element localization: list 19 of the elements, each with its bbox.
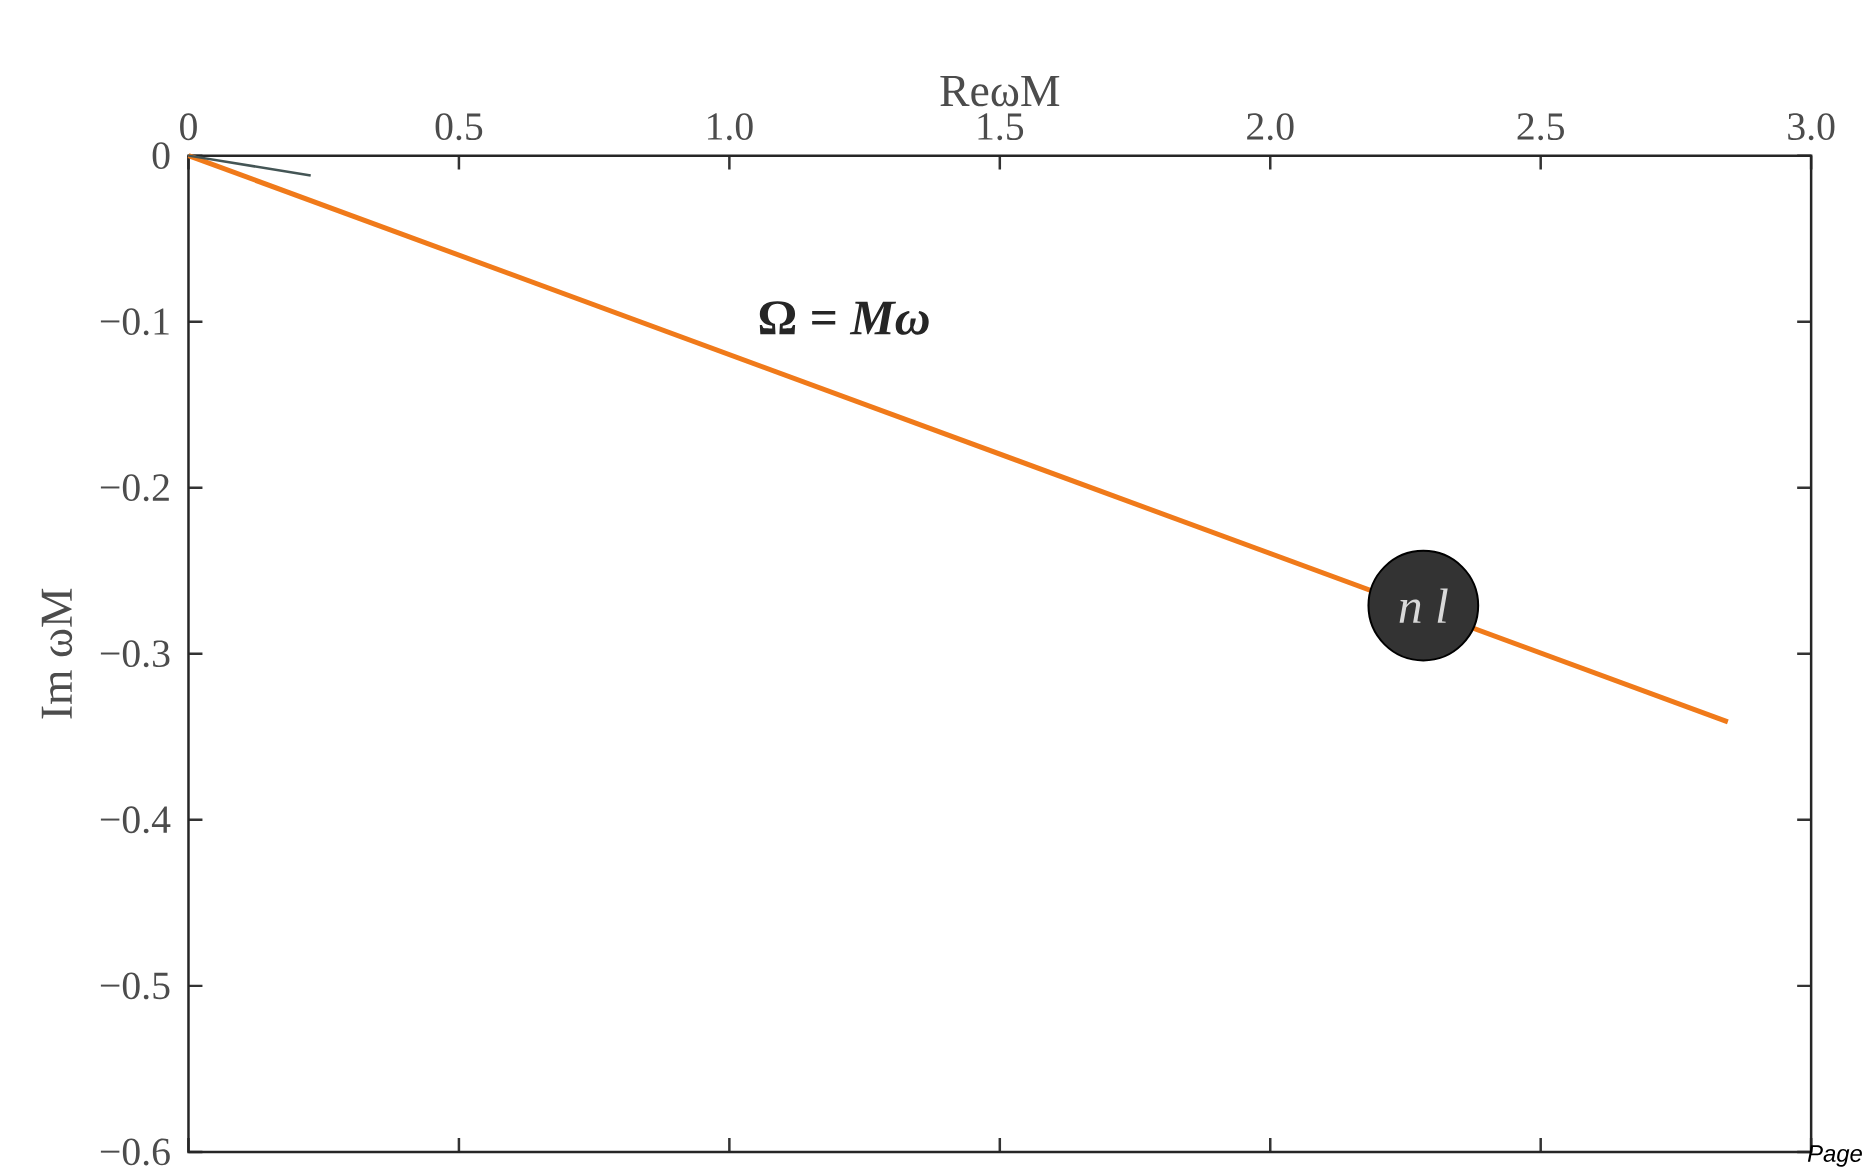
x-tick-label: 1.0 bbox=[708, 113, 753, 141]
y-tick-label: −0.6 bbox=[100, 1138, 170, 1166]
x-tick-label: 2.0 bbox=[1247, 113, 1294, 141]
y-axis-title: Im ωM bbox=[41, 588, 73, 719]
y-tick-label: 0 bbox=[152, 142, 170, 170]
x-tick-label: 0 bbox=[180, 113, 197, 141]
x-axis-title: ReωM bbox=[940, 76, 1060, 107]
y-tick-label: −0.2 bbox=[100, 474, 169, 502]
x-tick-label: 0.5 bbox=[435, 113, 483, 141]
annotation: Ω = Mω bbox=[759, 301, 929, 335]
x-tick-label: 3.0 bbox=[1788, 113, 1835, 141]
y-tick-label: −0.3 bbox=[100, 640, 170, 668]
y-tick-label: −0.4 bbox=[100, 806, 171, 834]
annotation: n l bbox=[1399, 588, 1448, 623]
x-tick-label: 1.5 bbox=[978, 113, 1024, 141]
y-tick-label: −0.1 bbox=[100, 308, 169, 336]
x-tick-label: 2.5 bbox=[1517, 113, 1564, 141]
annotation: Page bbox=[1807, 1145, 1862, 1167]
y-tick-label: −0.5 bbox=[100, 972, 170, 1000]
